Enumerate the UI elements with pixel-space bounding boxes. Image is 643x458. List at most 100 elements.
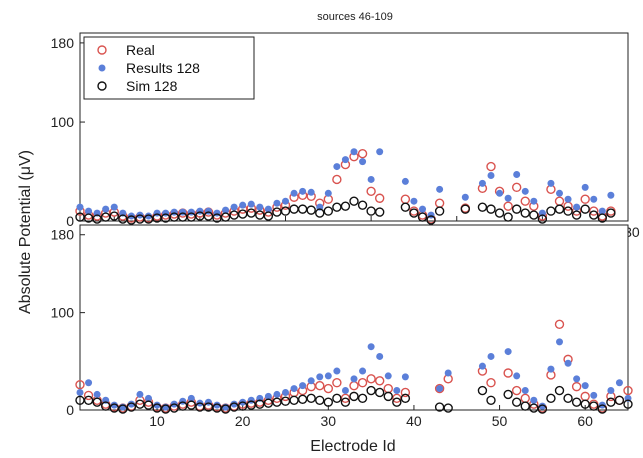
data-point bbox=[580, 194, 590, 204]
data-point bbox=[247, 200, 255, 208]
data-point bbox=[392, 397, 402, 407]
legend-label: Sim 128 bbox=[126, 78, 178, 94]
data-point bbox=[85, 379, 93, 387]
legend-marker bbox=[98, 64, 106, 72]
data-point bbox=[359, 367, 367, 375]
data-point bbox=[359, 158, 367, 166]
data-point bbox=[443, 403, 453, 413]
data-point bbox=[511, 397, 522, 407]
data-point bbox=[521, 387, 529, 395]
data-point bbox=[554, 204, 565, 214]
data-point bbox=[323, 383, 334, 394]
data-point bbox=[366, 385, 376, 396]
x-tick-label: 30 bbox=[321, 413, 337, 429]
data-point bbox=[282, 197, 289, 205]
data-point bbox=[341, 387, 349, 395]
data-point bbox=[273, 199, 281, 207]
data-point bbox=[367, 175, 375, 183]
data-point bbox=[461, 193, 469, 201]
data-point bbox=[367, 343, 375, 351]
data-point bbox=[323, 397, 334, 407]
data-point bbox=[520, 401, 530, 411]
data-point bbox=[486, 395, 496, 405]
data-point bbox=[409, 208, 419, 218]
data-point bbox=[110, 203, 118, 211]
data-point bbox=[315, 395, 325, 405]
data-point bbox=[436, 385, 444, 393]
legend-label: Real bbox=[126, 42, 155, 58]
data-point bbox=[589, 210, 599, 220]
data-point bbox=[307, 188, 315, 196]
data-point bbox=[623, 399, 633, 409]
data-point bbox=[203, 211, 214, 221]
data-point bbox=[573, 375, 581, 383]
data-point bbox=[374, 387, 385, 398]
data-point bbox=[503, 389, 513, 400]
data-point bbox=[554, 385, 565, 396]
data-point bbox=[486, 161, 496, 172]
data-point bbox=[598, 207, 606, 215]
y-tick-label: 180 bbox=[51, 35, 75, 51]
data-point bbox=[239, 201, 247, 209]
data-point bbox=[340, 397, 351, 407]
data-point bbox=[615, 379, 623, 387]
data-point bbox=[564, 195, 572, 203]
data-point bbox=[332, 393, 342, 404]
legend-label: Results 128 bbox=[126, 60, 200, 76]
data-point bbox=[426, 215, 436, 225]
data-point bbox=[564, 359, 572, 367]
data-point bbox=[332, 378, 342, 388]
data-point bbox=[589, 401, 599, 411]
x-tick-label: 50 bbox=[492, 413, 508, 429]
data-point bbox=[537, 404, 548, 414]
data-point bbox=[401, 373, 409, 381]
data-point bbox=[357, 149, 368, 159]
data-point bbox=[520, 196, 530, 206]
chart-panels: 0100180708090100110120130010018010203040… bbox=[51, 32, 640, 429]
data-point bbox=[589, 206, 599, 216]
data-point bbox=[350, 375, 358, 383]
data-point bbox=[434, 206, 445, 216]
data-point bbox=[306, 393, 316, 404]
panel-bottom: 0 100 180 10 20 30 40 50 60 bbox=[51, 224, 633, 429]
data-point bbox=[169, 403, 179, 413]
data-point bbox=[186, 400, 197, 410]
data-point bbox=[374, 207, 385, 217]
data-point bbox=[324, 372, 332, 380]
series-results-128 bbox=[76, 338, 632, 411]
data-point bbox=[400, 393, 411, 404]
data-point bbox=[580, 399, 590, 409]
data-point bbox=[434, 383, 445, 394]
data-point bbox=[290, 189, 298, 197]
data-point bbox=[504, 194, 512, 202]
data-point bbox=[511, 385, 522, 396]
y-axis-label: Absolute Potential (μV) bbox=[17, 150, 34, 314]
data-point bbox=[417, 212, 428, 222]
data-point bbox=[145, 212, 152, 220]
data-point bbox=[478, 179, 486, 187]
data-point bbox=[333, 163, 341, 171]
data-point bbox=[496, 189, 504, 197]
data-point bbox=[400, 202, 411, 212]
data-point bbox=[109, 211, 119, 221]
data-point bbox=[486, 204, 496, 214]
data-point bbox=[513, 372, 521, 380]
data-point bbox=[546, 393, 556, 404]
data-point bbox=[324, 189, 332, 197]
data-point bbox=[511, 204, 522, 214]
data-point bbox=[376, 352, 384, 360]
data-point bbox=[556, 189, 563, 197]
data-point bbox=[349, 196, 359, 206]
data-point bbox=[537, 214, 548, 224]
data-point bbox=[75, 379, 85, 390]
data-point bbox=[220, 404, 231, 414]
data-point bbox=[556, 338, 563, 346]
data-point bbox=[256, 203, 264, 211]
data-point bbox=[282, 388, 289, 396]
y-tick-label: 100 bbox=[51, 114, 75, 130]
data-point bbox=[581, 382, 589, 390]
data-point bbox=[153, 401, 161, 409]
data-point bbox=[315, 208, 325, 218]
data-point bbox=[573, 203, 581, 211]
data-point bbox=[571, 381, 582, 392]
